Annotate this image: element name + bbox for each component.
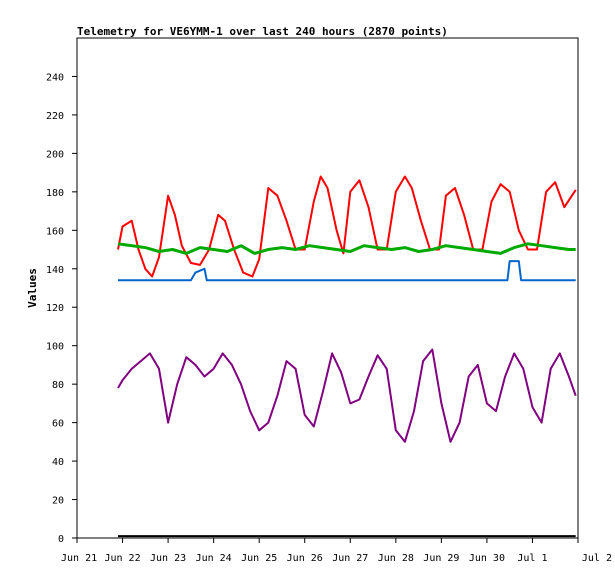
series-line-0: [117, 175, 577, 278]
y-tick-label: 180: [46, 188, 64, 199]
y-tick-label: 240: [46, 72, 64, 83]
series-line-3: [117, 348, 577, 443]
y-tick-label: 160: [46, 226, 64, 237]
y-tick-label: 80: [52, 380, 64, 391]
x-tick-label: Jun 23: [150, 553, 186, 564]
x-tick-label: Jun 21: [61, 553, 97, 564]
y-tick-label: 20: [52, 496, 64, 507]
y-tick-label: 100: [46, 342, 64, 353]
y-axis-label: Values: [26, 268, 39, 308]
y-tick-label: 140: [46, 265, 64, 276]
x-tick-label: Jun 22: [104, 553, 140, 564]
x-axis: Jun 21 Jun 22 Jun 23 Jun 24 Jun 25 Jun 26 Jun …: [61, 538, 612, 564]
x-tick-label: Jun 25: [241, 553, 277, 564]
x-tick-label: Jul 2: [582, 553, 612, 564]
y-tick-label: 0: [58, 534, 64, 545]
series-line-2: [118, 260, 576, 282]
y-tick-label: 120: [46, 303, 64, 314]
y-tick-label: 60: [52, 419, 64, 430]
y-tick-label: 220: [46, 111, 64, 122]
series-layer: [117, 175, 577, 538]
y-axis: 0 20 40 60 80 100 120 140 160 180 200 220 240: [46, 72, 77, 545]
plot-area: [76, 37, 579, 539]
x-tick-label: Jun 28: [378, 553, 414, 564]
series-line-1: [117, 242, 576, 255]
x-tick-label: Jun 24: [196, 553, 232, 564]
x-tick-label: Jul 1: [517, 553, 547, 564]
x-tick-label: Jun 27: [332, 553, 368, 564]
y-tick-label: 40: [52, 457, 64, 468]
x-tick-label: Jun 30: [469, 553, 505, 564]
chart-title: Telemetry for VE6YMM-1 over last 240 hou…: [77, 25, 448, 38]
x-tick-label: Jun 26: [287, 553, 323, 564]
x-tick-label: Jun 29: [423, 553, 459, 564]
y-tick-label: 200: [46, 149, 64, 160]
